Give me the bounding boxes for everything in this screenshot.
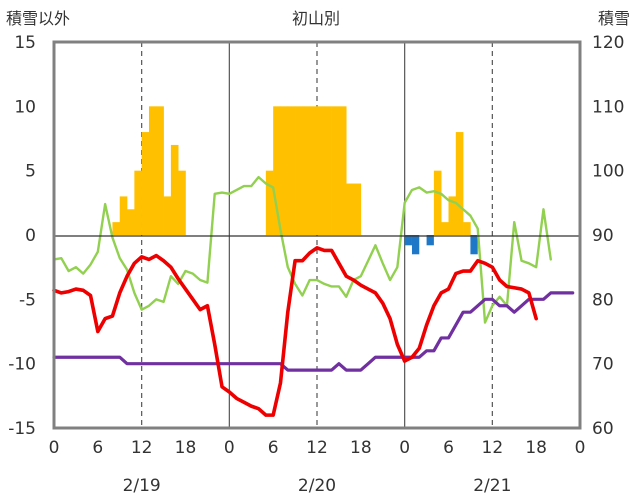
x-tick-label: 12 (482, 438, 504, 458)
left-tick-label: 0 (25, 226, 36, 246)
precip-bar (338, 106, 347, 235)
green-series-line (52, 175, 552, 324)
negative-bar (411, 235, 420, 255)
chart-title: 初山別 (292, 9, 340, 28)
precip-bar (148, 106, 157, 235)
left-tick-label: -15 (8, 419, 36, 439)
precip-bar (433, 170, 442, 235)
precip-bar (156, 106, 164, 235)
precip-bar (317, 106, 325, 235)
left-tick-label: -10 (8, 355, 36, 375)
precip-bar (346, 183, 354, 235)
precip-bar (134, 170, 142, 235)
right-tick-label: 90 (592, 226, 614, 246)
right-tick-label: 60 (592, 419, 614, 439)
left-tick-label: 5 (25, 162, 36, 182)
x-tick-label: 0 (224, 438, 235, 458)
x-tick-label: 12 (306, 438, 328, 458)
precip-bar (455, 132, 464, 235)
date-label: 2/20 (298, 476, 336, 496)
left-axis-label: 積雪以外 (6, 9, 70, 28)
precip-bar (280, 106, 289, 235)
right-tick-label: 120 (592, 33, 624, 53)
x-axis-ticks: 0 6 12 18 0 6 12 18 0 6 12 18 0 (49, 438, 586, 458)
precip-bar (127, 209, 135, 235)
right-tick-label: 70 (592, 355, 614, 375)
precip-bar (170, 144, 179, 235)
left-tick-label: 15 (14, 33, 36, 53)
date-label: 2/21 (473, 476, 511, 496)
x-tick-label: 6 (443, 438, 454, 458)
date-labels: 2/19 2/20 2/21 (123, 476, 512, 496)
purple-series-line (52, 291, 575, 372)
x-tick-label: 0 (399, 438, 410, 458)
negative-bars (404, 235, 478, 255)
precip-bar (324, 106, 332, 235)
negative-bar (426, 235, 434, 246)
right-axis-label: 積雪 (598, 9, 630, 28)
precip-bar (141, 132, 150, 235)
precip-bar (112, 222, 121, 235)
precip-bar (295, 106, 303, 235)
precip-bar (463, 222, 471, 235)
precip-bar (265, 170, 274, 235)
precip-bar (163, 196, 172, 235)
date-label: 2/19 (123, 476, 161, 496)
precip-bar (331, 106, 340, 235)
x-tick-label: 0 (49, 438, 60, 458)
negative-bar (470, 235, 478, 255)
precip-bar (273, 106, 281, 235)
left-tick-label: -5 (19, 290, 36, 310)
x-tick-label: 18 (525, 438, 547, 458)
negative-bar (404, 235, 412, 246)
precip-bar (287, 106, 296, 235)
left-axis-ticks: 15 10 5 0 -5 -10 -15 (8, 33, 36, 439)
right-tick-label: 100 (592, 162, 624, 182)
x-tick-label: 6 (92, 438, 103, 458)
series-lines (52, 175, 575, 417)
precip-bars (112, 106, 471, 235)
red-series-line (52, 246, 538, 417)
right-tick-label: 80 (592, 290, 614, 310)
x-tick-label: 18 (175, 438, 197, 458)
x-tick-label: 0 (575, 438, 586, 458)
precip-bar (302, 106, 310, 235)
precip-bar (448, 196, 457, 235)
right-axis-ticks: 120 110 100 90 80 70 60 (592, 33, 624, 439)
x-tick-label: 12 (131, 438, 153, 458)
right-tick-label: 110 (592, 97, 624, 117)
plot-frame (52, 40, 582, 430)
x-tick-label: 18 (350, 438, 372, 458)
precip-bar (309, 106, 318, 235)
left-tick-label: 10 (14, 97, 36, 117)
precip-bar (119, 196, 128, 235)
precip-bar (441, 222, 449, 235)
precip-bar (178, 170, 186, 235)
precip-bar (353, 183, 362, 235)
x-tick-label: 6 (268, 438, 279, 458)
